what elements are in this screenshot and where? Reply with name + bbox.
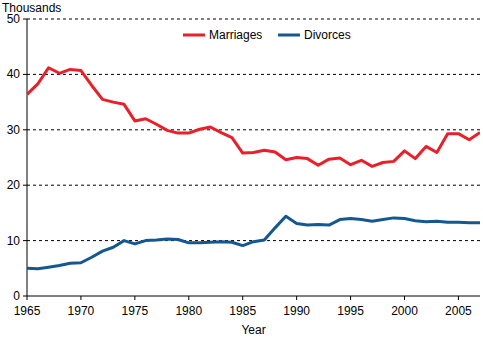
grid-line xyxy=(27,129,480,130)
x-tick-label: 1995 xyxy=(337,304,364,318)
x-axis xyxy=(27,296,480,297)
legend-label: Marriages xyxy=(209,28,262,42)
x-tick-label: 2005 xyxy=(445,304,472,318)
x-tick xyxy=(242,296,243,300)
grid-line xyxy=(27,19,480,20)
x-axis-label: Year xyxy=(241,323,265,337)
y-axis xyxy=(27,19,28,296)
x-tick-label: 1990 xyxy=(283,304,310,318)
chart: 0102030405019651970197519801985199019952… xyxy=(0,0,483,343)
legend-label: Divorces xyxy=(304,28,351,42)
y-tick xyxy=(23,185,27,186)
x-tick xyxy=(27,296,28,300)
x-tick-label: 1980 xyxy=(175,304,202,318)
y-tick xyxy=(23,240,27,241)
grid-line xyxy=(27,74,480,75)
x-tick xyxy=(80,296,81,300)
legend-swatch xyxy=(183,34,205,37)
series-line xyxy=(27,68,480,167)
y-tick-label: 10 xyxy=(7,234,21,248)
y-tick-label: 20 xyxy=(7,178,21,192)
y-tick xyxy=(23,74,27,75)
legend-swatch xyxy=(278,34,300,37)
x-tick-label: 1970 xyxy=(68,304,95,318)
x-tick xyxy=(188,296,189,300)
series-group xyxy=(27,68,480,269)
x-tick xyxy=(134,296,135,300)
grid-line xyxy=(27,185,480,186)
y-tick-label: 30 xyxy=(7,123,21,137)
x-tick xyxy=(350,296,351,300)
y-tick xyxy=(23,129,27,130)
legend: Marriages Divorces xyxy=(183,28,351,42)
y-tick-label: 0 xyxy=(13,289,20,303)
y-tick-label: 40 xyxy=(7,67,21,81)
x-tick xyxy=(404,296,405,300)
x-tick xyxy=(458,296,459,300)
x-tick-label: 2000 xyxy=(391,304,418,318)
x-tick xyxy=(296,296,297,300)
y-tick xyxy=(23,296,27,297)
x-tick-label: 1985 xyxy=(229,304,256,318)
series-line xyxy=(27,216,480,269)
y-tick xyxy=(23,19,27,20)
x-tick-label: 1975 xyxy=(122,304,149,318)
y-axis-label: Thousands xyxy=(2,1,61,15)
x-tick-label: 1965 xyxy=(14,304,41,318)
